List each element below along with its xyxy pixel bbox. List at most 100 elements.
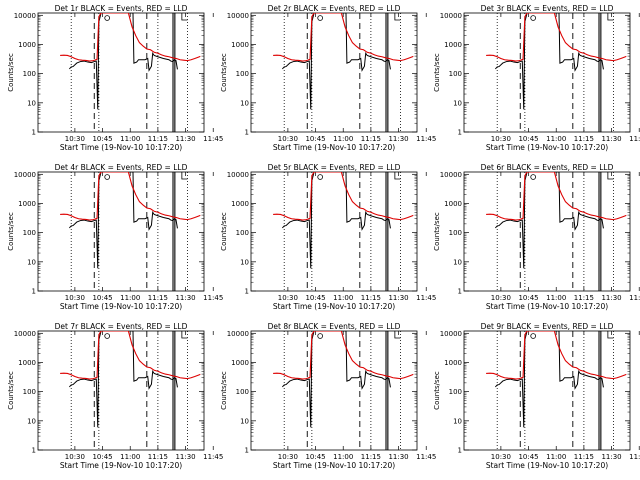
plot-area	[60, 172, 201, 291]
x-tick-label: 10:45	[92, 135, 112, 143]
y-tick-label: 10000	[14, 330, 36, 338]
chart-title: Det 1r BLACK = Events, RED = LLD	[55, 4, 188, 13]
y-tick-label: 10000	[227, 330, 249, 338]
y-tick-label: 100	[236, 388, 249, 396]
plot-area	[60, 331, 201, 450]
y-tick-label: 10	[240, 99, 249, 107]
x-tick-label: 11:30	[388, 294, 408, 302]
y-tick-label: 100	[449, 70, 462, 78]
y-axis-label: Counts/sec	[220, 371, 228, 410]
y-tick-label: 1	[32, 129, 36, 137]
series-line-lld	[60, 13, 201, 62]
x-tick-label: 10:30	[65, 294, 85, 302]
x-tick-label: 11:00	[333, 294, 353, 302]
x-tick-label: 11:15	[148, 135, 168, 143]
attenuator-marker	[394, 331, 401, 339]
x-axis-label: Start Time (19-Nov-10 10:17:20)	[60, 461, 182, 470]
y-tick-label: 10	[453, 417, 462, 425]
y-tick-label: 10000	[440, 330, 462, 338]
series-line-events	[68, 331, 178, 428]
series-line-events	[281, 13, 391, 110]
plot-area	[486, 13, 627, 132]
attenuator-marker	[394, 172, 401, 180]
y-tick-label: 100	[23, 229, 36, 237]
y-tick-label: 1000	[444, 359, 462, 367]
x-tick-label: 10:45	[305, 453, 325, 461]
chart-panel-7: Det 7r BLACK = Events, RED = LLD 1 10 100 10…	[7, 322, 223, 470]
y-axis-label: Counts/sec	[433, 53, 441, 92]
x-tick-label: 11:45	[416, 135, 436, 143]
plot-frame	[37, 171, 205, 292]
plot-area	[273, 331, 414, 450]
y-axis-label: Counts/sec	[433, 212, 441, 251]
y-axis-label: Counts/sec	[433, 371, 441, 410]
x-tick-label: 11:15	[574, 294, 594, 302]
series-line-events	[494, 172, 604, 269]
chart-title: Det 2r BLACK = Events, RED = LLD	[268, 4, 401, 13]
y-tick-label: 100	[236, 70, 249, 78]
flare-marker	[104, 333, 110, 339]
y-tick-label: 1	[32, 288, 36, 296]
chart-title: Det 9r BLACK = Events, RED = LLD	[481, 322, 614, 331]
x-axis-label: Start Time (19-Nov-10 10:17:20)	[486, 143, 608, 152]
x-tick-label: 11:45	[629, 453, 640, 461]
x-tick-label: 11:45	[416, 453, 436, 461]
series-line-lld	[60, 172, 201, 221]
plot-frame	[463, 12, 631, 133]
y-tick-label: 10	[453, 258, 462, 266]
chart-panel-8: Det 8r BLACK = Events, RED = LLD 1 10 100 10…	[220, 322, 436, 470]
series-line-events	[494, 331, 604, 428]
x-tick-label: 11:30	[601, 294, 621, 302]
x-tick-label: 10:30	[65, 135, 85, 143]
x-tick-label: 11:30	[388, 135, 408, 143]
plot-frame	[250, 12, 418, 133]
chart-panel-2: Det 2r BLACK = Events, RED = LLD 1 10 100 10…	[220, 4, 436, 152]
x-tick-label: 11:00	[333, 453, 353, 461]
x-tick-label: 10:30	[491, 294, 511, 302]
y-axis-label: Counts/sec	[7, 53, 15, 92]
x-axis-label: Start Time (19-Nov-10 10:17:20)	[273, 302, 395, 311]
x-tick-label: 11:00	[120, 135, 140, 143]
series-line-lld	[486, 331, 627, 380]
plot-frame	[463, 330, 631, 451]
y-tick-label: 10	[27, 417, 36, 425]
x-axis-label: Start Time (19-Nov-10 10:17:20)	[273, 143, 395, 152]
plot-frame	[37, 330, 205, 451]
attenuator-marker	[181, 172, 188, 180]
y-tick-label: 100	[449, 229, 462, 237]
x-tick-label: 11:00	[120, 294, 140, 302]
x-tick-label: 10:30	[278, 453, 298, 461]
y-tick-label: 10000	[227, 171, 249, 179]
y-tick-label: 10	[27, 258, 36, 266]
flare-marker	[317, 333, 323, 339]
y-tick-label: 1	[458, 129, 462, 137]
x-tick-label: 10:45	[518, 135, 538, 143]
x-tick-label: 11:15	[361, 135, 381, 143]
chart-panel-1: Det 1r BLACK = Events, RED = LLD 1 10 100 10…	[7, 4, 223, 152]
x-tick-label: 11:30	[601, 135, 621, 143]
y-tick-label: 1000	[231, 359, 249, 367]
plot-frame	[37, 12, 205, 133]
y-tick-label: 1000	[444, 41, 462, 49]
x-tick-label: 11:15	[574, 453, 594, 461]
chart-panel-3: Det 3r BLACK = Events, RED = LLD 1 10 100 10…	[433, 4, 640, 152]
x-tick-label: 11:00	[546, 135, 566, 143]
chart-title: Det 7r BLACK = Events, RED = LLD	[55, 322, 188, 331]
y-tick-label: 1	[458, 447, 462, 455]
chart-panel-9: Det 9r BLACK = Events, RED = LLD 1 10 100 10…	[433, 322, 640, 470]
series-line-events	[494, 13, 604, 110]
y-tick-label: 100	[23, 388, 36, 396]
plot-frame	[250, 330, 418, 451]
y-tick-label: 1000	[231, 200, 249, 208]
x-tick-label: 11:45	[203, 294, 223, 302]
plot-area	[60, 13, 201, 132]
flare-marker	[317, 15, 323, 21]
x-tick-label: 10:30	[278, 294, 298, 302]
x-tick-label: 11:15	[148, 294, 168, 302]
y-tick-label: 10000	[440, 171, 462, 179]
y-tick-label: 1000	[18, 41, 36, 49]
attenuator-marker	[607, 13, 614, 21]
x-tick-label: 10:45	[92, 294, 112, 302]
y-tick-label: 1000	[444, 200, 462, 208]
